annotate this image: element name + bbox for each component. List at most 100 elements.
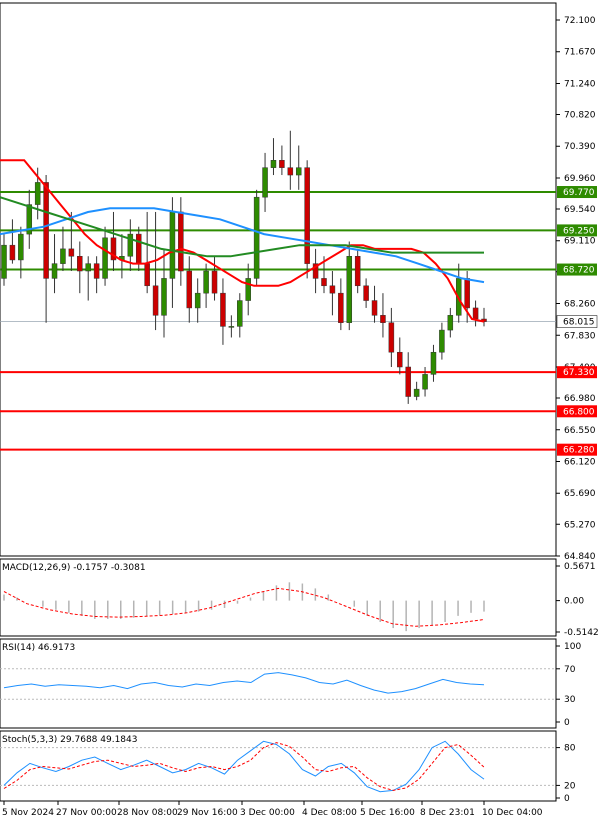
candle-body: [68, 248, 75, 257]
resistance-level-tag: [557, 263, 597, 276]
candle-body: [237, 300, 243, 327]
y-tick-label: 66.980: [564, 394, 596, 404]
candle-body: [1, 244, 7, 279]
rsi-y-tick-label: 0: [564, 718, 570, 728]
support-level-tag: [557, 443, 597, 456]
y-tick-label: 68.260: [564, 300, 596, 310]
y-tick-label: 69.960: [564, 174, 596, 184]
rsi-y-tick-label: 100: [564, 642, 581, 652]
candle-body: [161, 278, 167, 316]
candle-body: [329, 285, 336, 294]
y-tick-label: 69.110: [564, 237, 596, 247]
rsi-line: [3, 672, 485, 694]
support-level-label: 67.330: [563, 368, 595, 378]
candle-body: [26, 204, 33, 235]
candle-body: [51, 263, 58, 279]
candle-body: [43, 182, 49, 279]
candle-body: [287, 167, 294, 176]
stoch-panel: [0, 730, 557, 802]
y-tick-label: 64.840: [564, 552, 596, 562]
candle-body: [60, 248, 66, 264]
candle-body: [186, 270, 193, 309]
candle-body: [245, 278, 251, 301]
x-tick-label: 28 Nov 08:00: [117, 808, 178, 818]
macd-title: MACD(12,26,9) -0.1757 -0.3081: [2, 563, 146, 573]
macd-y-tick-label: 0.5671: [564, 562, 596, 572]
y-tick-label: 71.240: [564, 79, 596, 89]
candle-body: [304, 167, 310, 264]
resistance-level-label: 69.770: [563, 188, 595, 198]
candle-body: [447, 315, 454, 331]
rsi-y-tick-label: 30: [564, 695, 576, 705]
candle-body: [93, 263, 100, 279]
y-tick-label: 72.100: [564, 16, 596, 26]
candle-body: [405, 366, 411, 397]
stoch-title: Stoch(5,3,3) 29.7688 49.1843: [2, 735, 137, 745]
macd-signal-line: [3, 587, 485, 627]
candle-body: [346, 256, 353, 323]
candle-body: [9, 244, 16, 261]
candle-body: [295, 167, 302, 176]
candle-body: [169, 211, 176, 279]
x-tick-label: 4 Dec 08:00: [302, 808, 357, 818]
candle-body: [472, 307, 479, 320]
candle-body: [321, 278, 327, 287]
candle-body: [77, 256, 83, 272]
candle-body: [354, 256, 361, 287]
stoch-y-tick-label: 20: [564, 781, 576, 791]
candle-body: [211, 270, 218, 294]
candle-body: [152, 285, 159, 316]
resistance-level-label: 69.250: [563, 226, 595, 236]
moving-average-line: [0, 207, 485, 284]
candle-body: [397, 351, 403, 368]
rsi-title: RSI(14) 46.9173: [2, 643, 75, 653]
candle-body: [220, 292, 226, 327]
candle-body: [380, 315, 386, 323]
resistance-level-label: 68.720: [563, 266, 595, 276]
candle-body: [413, 388, 420, 397]
macd-y-tick-label: -0.5142: [564, 628, 599, 638]
candle-body: [127, 233, 134, 257]
support-level-label: 66.800: [563, 407, 595, 417]
resistance-level-tag: [557, 186, 597, 199]
candle-body: [194, 292, 201, 309]
candle-body: [430, 351, 437, 375]
candle-body: [338, 292, 344, 323]
x-tick-label: 8 Dec 23:01: [420, 808, 475, 818]
current-price-tag: [556, 315, 598, 328]
y-tick-label: 70.390: [564, 142, 596, 152]
rsi-y-tick-label: 70: [564, 665, 576, 675]
candle-body: [102, 237, 108, 279]
stoch-y-tick-label: 80: [564, 744, 576, 754]
x-tick-label: 10 Dec 04:00: [482, 808, 543, 818]
candle-body: [203, 270, 209, 294]
y-tick-label: 69.540: [564, 205, 596, 215]
candle-body: [270, 160, 277, 168]
x-tick-label: 29 Nov 16:00: [177, 808, 238, 818]
x-tick-label: 5 Dec 16:00: [360, 808, 415, 818]
main-panel: [0, 2, 557, 557]
current-price-label: 68.015: [563, 318, 595, 328]
y-tick-label: 70.820: [564, 111, 596, 121]
candle-body: [388, 322, 395, 353]
stoch-d-line: [3, 742, 485, 791]
y-tick-label: 65.690: [564, 489, 596, 499]
candle-body: [253, 196, 260, 279]
y-tick-label: 66.120: [564, 457, 596, 467]
candle-body: [85, 263, 91, 272]
candle-body: [312, 263, 319, 279]
x-tick-label: 5 Nov 2024: [2, 808, 54, 818]
candle-body: [363, 285, 369, 301]
macd-y-tick-label: 0.00: [564, 597, 584, 607]
candle-body: [262, 167, 268, 198]
support-level-tag: [557, 366, 597, 379]
macd-panel: [0, 558, 557, 637]
candle-body: [228, 326, 235, 328]
candle-body: [135, 233, 142, 264]
candle-body: [144, 263, 150, 287]
x-tick-label: 3 Dec 00:00: [240, 808, 295, 818]
y-tick-label: 65.270: [564, 520, 596, 530]
support-level-tag: [557, 405, 597, 418]
candle-body: [371, 300, 378, 316]
